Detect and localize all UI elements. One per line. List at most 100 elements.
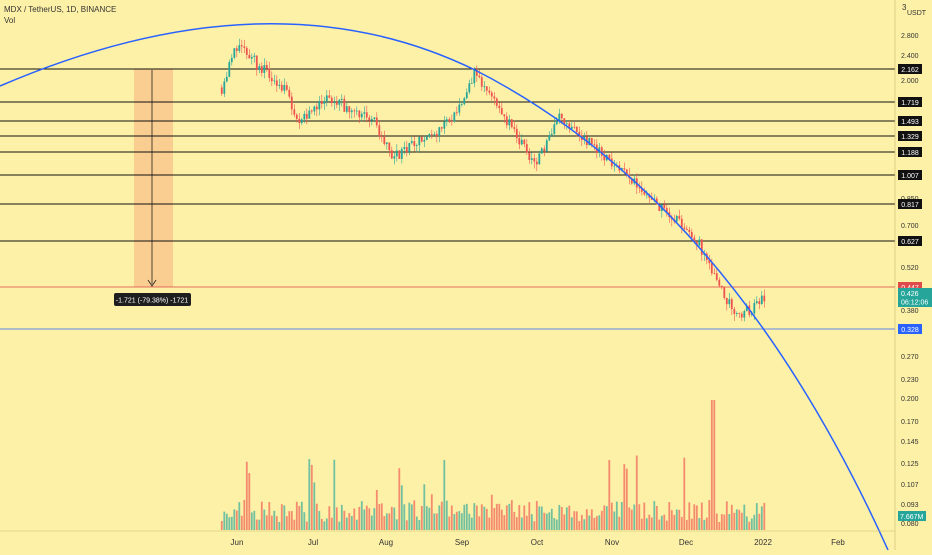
candle[interactable] xyxy=(638,187,641,189)
volume-bar[interactable] xyxy=(418,519,421,530)
volume-bar[interactable] xyxy=(238,502,241,530)
volume-bar[interactable] xyxy=(478,516,481,530)
candle[interactable] xyxy=(443,121,446,129)
candle[interactable] xyxy=(480,77,483,87)
volume-bar[interactable] xyxy=(473,503,476,530)
volume-bar[interactable] xyxy=(370,515,373,530)
volume-bar[interactable] xyxy=(420,505,423,530)
candle[interactable] xyxy=(325,95,328,102)
volume-bar[interactable] xyxy=(490,494,493,530)
candle[interactable] xyxy=(523,139,526,145)
volume-bar[interactable] xyxy=(250,512,253,530)
candle[interactable] xyxy=(278,84,281,86)
candle[interactable] xyxy=(745,305,748,312)
candle[interactable] xyxy=(345,106,348,112)
candle[interactable] xyxy=(718,279,721,286)
candle[interactable] xyxy=(338,99,341,105)
candle[interactable] xyxy=(685,228,688,230)
candle[interactable] xyxy=(588,138,591,146)
candle[interactable] xyxy=(448,119,451,122)
volume-bar[interactable] xyxy=(313,482,316,530)
volume-bar[interactable] xyxy=(695,505,698,530)
volume-bar[interactable] xyxy=(570,517,573,530)
candle[interactable] xyxy=(255,55,258,70)
volume-bar[interactable] xyxy=(373,508,376,530)
volume-bar[interactable] xyxy=(508,503,511,530)
candle[interactable] xyxy=(513,127,516,129)
volume-bar[interactable] xyxy=(510,500,513,530)
candle[interactable] xyxy=(348,106,351,113)
candle[interactable] xyxy=(575,126,578,132)
candle[interactable] xyxy=(708,260,711,264)
candle[interactable] xyxy=(465,92,468,99)
candle[interactable] xyxy=(370,119,373,121)
candle[interactable] xyxy=(408,143,411,152)
candle[interactable] xyxy=(543,148,546,152)
volume-bar[interactable] xyxy=(563,514,566,530)
volume-bar[interactable] xyxy=(273,510,276,530)
candle[interactable] xyxy=(570,126,573,129)
volume-bar[interactable] xyxy=(750,518,753,530)
candle[interactable] xyxy=(720,285,723,288)
volume-bar[interactable] xyxy=(415,516,418,530)
candle[interactable] xyxy=(428,134,431,137)
volume-bar[interactable] xyxy=(608,460,611,530)
candle[interactable] xyxy=(225,76,228,82)
candle[interactable] xyxy=(663,204,666,209)
candle[interactable] xyxy=(535,161,538,165)
volume-bar[interactable] xyxy=(498,503,501,530)
candle[interactable] xyxy=(363,112,366,114)
volume-bar[interactable] xyxy=(493,507,496,530)
candle[interactable] xyxy=(510,119,513,128)
volume-bar[interactable] xyxy=(623,464,626,530)
candle[interactable] xyxy=(540,148,543,154)
candle[interactable] xyxy=(558,113,561,121)
volume-bar[interactable] xyxy=(378,504,381,530)
volume-bar[interactable] xyxy=(388,513,391,530)
volume-bar[interactable] xyxy=(430,494,433,530)
candle[interactable] xyxy=(378,125,381,137)
candle[interactable] xyxy=(328,95,331,98)
candle[interactable] xyxy=(528,152,531,160)
volume-bar[interactable] xyxy=(460,513,463,530)
candle[interactable] xyxy=(308,110,311,119)
volume-bar[interactable] xyxy=(408,502,411,530)
candle[interactable] xyxy=(485,86,488,91)
volume-bar[interactable] xyxy=(235,510,238,530)
volume-bar[interactable] xyxy=(228,517,231,530)
candle[interactable] xyxy=(645,194,648,196)
volume-bar[interactable] xyxy=(308,459,311,530)
volume-bar[interactable] xyxy=(660,515,663,530)
candle[interactable] xyxy=(228,62,231,77)
volume-bar[interactable] xyxy=(400,485,403,530)
candle[interactable] xyxy=(730,299,733,309)
candle[interactable] xyxy=(260,66,263,73)
candle[interactable] xyxy=(455,112,458,114)
candle[interactable] xyxy=(220,87,223,94)
volume-bar[interactable] xyxy=(683,457,686,530)
volume-bar[interactable] xyxy=(375,489,378,530)
candle[interactable] xyxy=(533,158,536,162)
volume-bar[interactable] xyxy=(595,516,598,530)
candle[interactable] xyxy=(563,118,566,124)
candle[interactable] xyxy=(235,48,238,51)
candle[interactable] xyxy=(313,106,316,112)
candle[interactable] xyxy=(488,90,491,93)
candle[interactable] xyxy=(458,104,461,113)
volume-bar[interactable] xyxy=(705,517,708,530)
volume-bar[interactable] xyxy=(240,515,243,530)
candle[interactable] xyxy=(735,313,738,314)
volume-bar[interactable] xyxy=(358,506,361,530)
volume-bar[interactable] xyxy=(320,518,323,530)
volume-bar[interactable] xyxy=(720,514,723,530)
volume-bar[interactable] xyxy=(368,508,371,530)
candle[interactable] xyxy=(568,123,571,129)
volume-bar[interactable] xyxy=(630,509,633,530)
volume-bar[interactable] xyxy=(665,520,668,530)
candle[interactable] xyxy=(518,138,521,145)
volume-bar[interactable] xyxy=(285,516,288,530)
candle[interactable] xyxy=(310,110,313,112)
volume-bar[interactable] xyxy=(670,510,673,530)
